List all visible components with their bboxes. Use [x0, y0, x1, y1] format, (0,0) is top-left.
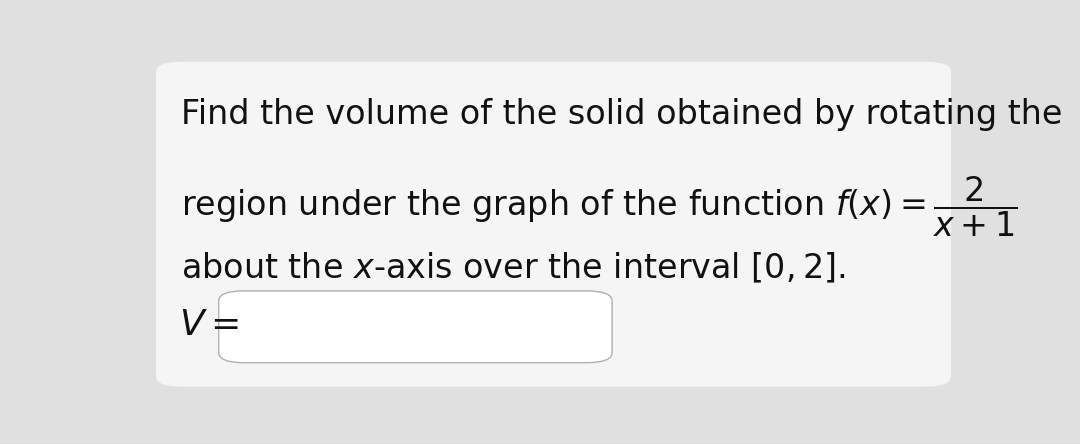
FancyBboxPatch shape — [218, 291, 612, 363]
Text: region under the graph of the function $f(x) = \dfrac{2}{x+1}$: region under the graph of the function $… — [181, 174, 1017, 239]
Text: about the $x$-axis over the interval $[0, 2]$.: about the $x$-axis over the interval $[0… — [181, 252, 846, 286]
FancyBboxPatch shape — [156, 62, 951, 387]
Text: Find the volume of the solid obtained by rotating the: Find the volume of the solid obtained by… — [181, 98, 1063, 131]
Text: $V =$: $V =$ — [179, 308, 240, 342]
